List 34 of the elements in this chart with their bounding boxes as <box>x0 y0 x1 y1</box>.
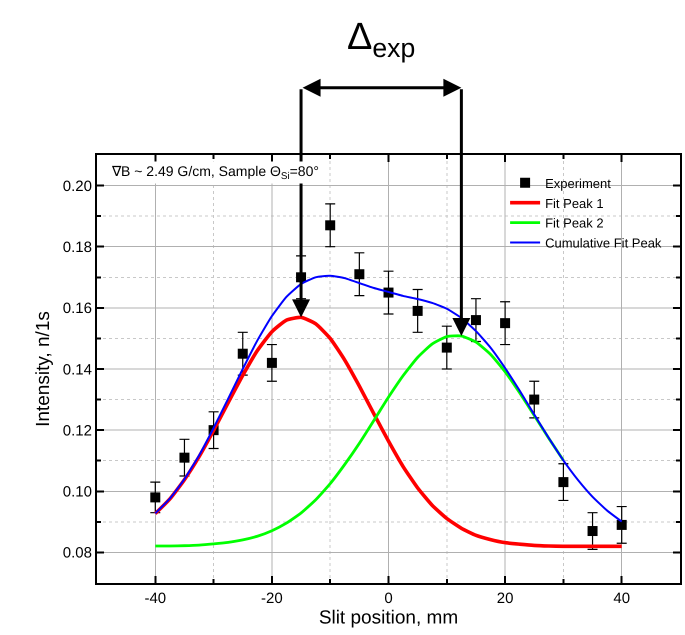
point <box>325 220 336 230</box>
x-tick-label: 0 <box>384 590 393 607</box>
point <box>354 269 364 280</box>
point <box>588 526 598 536</box>
y-tick-label: 0.20 <box>62 178 92 195</box>
legend-label: Cumulative Fit Peak <box>545 236 662 251</box>
y-tick-label: 0.18 <box>62 238 92 256</box>
x-tick-label: 40 <box>613 590 630 607</box>
text: Δ$_{exp}$ <box>347 16 416 63</box>
point <box>470 315 481 326</box>
point <box>238 348 248 359</box>
legend-label: Experiment <box>545 176 612 191</box>
y-tick-label: 0.14 <box>62 361 92 378</box>
y-tick-label: 0.12 <box>62 422 92 440</box>
x-tick-label: -20 <box>261 590 283 607</box>
point <box>558 477 568 488</box>
y-tick-label: 0.08 <box>62 544 92 562</box>
point <box>500 318 510 328</box>
x-axis-title: Slit position, mm <box>318 607 458 628</box>
y-tick-label: 0.10 <box>62 484 92 501</box>
point <box>442 342 452 353</box>
y-axis-title: Intensity, n/1s <box>33 311 54 427</box>
point <box>529 394 540 405</box>
x-tick-label: 20 <box>496 590 514 607</box>
legend-label: Fit Peak 2 <box>545 216 604 231</box>
y-tick-label: 0.16 <box>62 300 92 318</box>
point <box>412 306 423 316</box>
point <box>266 358 277 368</box>
point <box>179 452 190 463</box>
point <box>616 520 627 530</box>
legend-label: Fit Peak 1 <box>545 196 604 211</box>
point <box>150 492 160 502</box>
x-tick-label: -40 <box>144 590 166 607</box>
annotation: ∇B ~ 2.49 G/cm, Sample Θ$_{Si}$=80° <box>111 163 319 182</box>
